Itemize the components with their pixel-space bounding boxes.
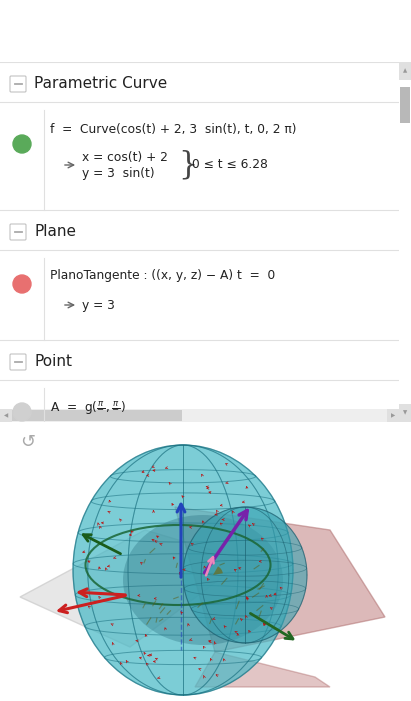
FancyBboxPatch shape (10, 76, 26, 92)
Polygon shape (175, 507, 385, 652)
Polygon shape (20, 530, 245, 647)
Bar (0, 409, 399, 422)
Text: A  =  g$\left(\frac{\pi}{-}, \frac{\pi}{-}\right)$: A = g$\left(\frac{\pi}{-}, \frac{\pi}{-}… (50, 399, 126, 417)
Circle shape (13, 275, 31, 293)
Text: ❯: ❯ (382, 31, 395, 41)
Bar (387, 409, 399, 422)
Circle shape (13, 135, 31, 153)
FancyBboxPatch shape (10, 224, 26, 240)
Text: 0 ≤ t ≤ 6.28: 0 ≤ t ≤ 6.28 (192, 158, 268, 172)
Text: Point: Point (34, 355, 72, 369)
Ellipse shape (73, 445, 293, 695)
Text: ▼: ▼ (403, 411, 407, 416)
Text: y = 3  sin(t): y = 3 sin(t) (82, 168, 155, 180)
Polygon shape (195, 652, 330, 687)
FancyBboxPatch shape (10, 354, 26, 370)
Text: y = 3: y = 3 (82, 299, 115, 311)
Bar (0, 409, 12, 422)
Circle shape (13, 403, 31, 421)
Text: f  =  Curve(cos(t) + 2, 3  sin(t), t, 0, 2 π): f = Curve(cos(t) + 2, 3 sin(t), t, 0, 2 … (50, 123, 296, 137)
Text: ▲: ▲ (403, 69, 407, 74)
Text: Parametric Curve: Parametric Curve (34, 76, 167, 92)
Bar (12, 410, 182, 421)
Text: Plane: Plane (34, 224, 76, 240)
Text: PlanoTangente : ((x, y, z) − A) t  =  0: PlanoTangente : ((x, y, z) − A) t = 0 (50, 268, 275, 282)
Text: }: } (178, 149, 197, 180)
Text: ↺: ↺ (21, 433, 36, 451)
Text: x = cos(t) + 2: x = cos(t) + 2 (82, 151, 168, 163)
Bar (400, 87, 410, 123)
Text: ◀: ◀ (4, 413, 8, 418)
Ellipse shape (183, 507, 307, 643)
Bar (399, 404, 411, 422)
Ellipse shape (123, 515, 283, 645)
Text: ▶: ▶ (391, 413, 395, 418)
Wedge shape (213, 566, 223, 575)
Bar (399, 62, 411, 80)
